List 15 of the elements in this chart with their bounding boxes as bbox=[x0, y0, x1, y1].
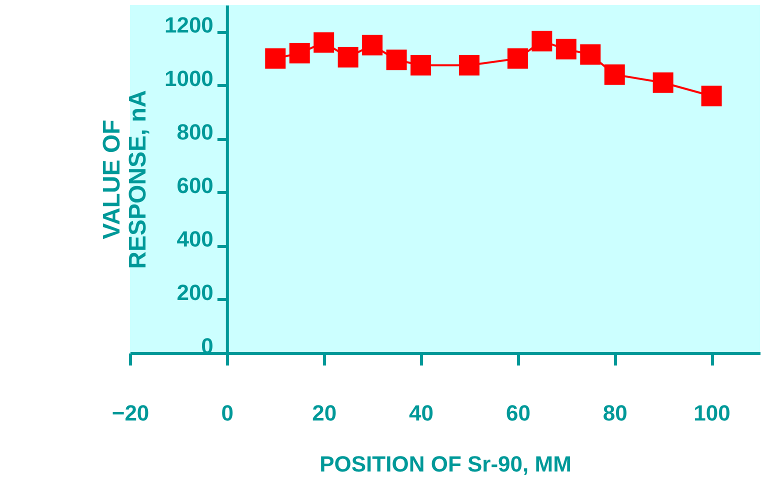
y-tick-label: 600 bbox=[176, 172, 214, 198]
y-tick-label: 400 bbox=[176, 226, 214, 252]
y-tick-label: 1200 bbox=[164, 12, 214, 38]
y-tick-label: 200 bbox=[176, 280, 214, 305]
y-tick-label: 800 bbox=[176, 119, 214, 144]
x-tick-label: 40 bbox=[409, 400, 434, 426]
x-axis-title: POSITION OF Sr-90, MM bbox=[320, 452, 572, 476]
y-tick-label: 1000 bbox=[164, 66, 214, 91]
x-tick-label: −20 bbox=[112, 400, 150, 426]
x-tick-label: 100 bbox=[694, 400, 730, 426]
x-tick-label: 20 bbox=[312, 400, 337, 426]
x-tick-label: 80 bbox=[602, 400, 628, 426]
x-tick-label: 60 bbox=[506, 400, 530, 426]
y-axis-title: VALUE OF RESPONSE, nA bbox=[98, 90, 152, 269]
x-tick-label: 0 bbox=[221, 400, 234, 426]
